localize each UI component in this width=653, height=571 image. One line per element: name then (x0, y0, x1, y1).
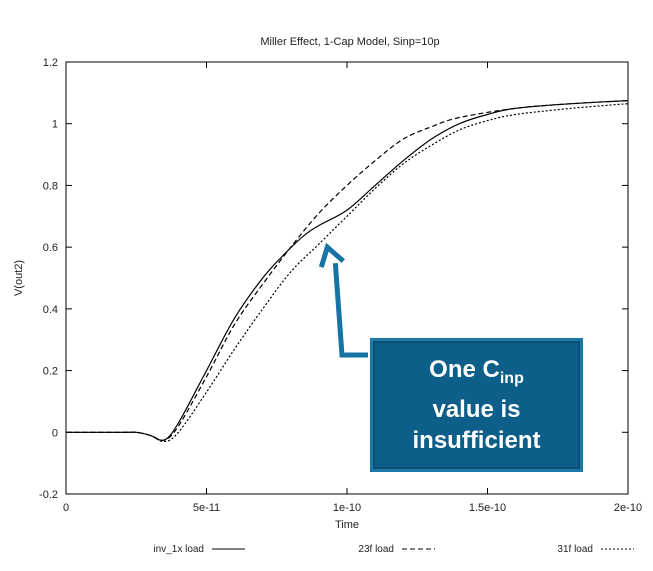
y-tick-label: 1.2 (43, 57, 58, 69)
y-tick-label: 0.2 (43, 366, 58, 378)
arrow-shaft (332, 262, 368, 358)
legend-label: 23f load (358, 544, 394, 555)
callout-line-3: insufficient (412, 426, 541, 454)
y-tick-label: 0.4 (43, 304, 58, 316)
callout-box: One Cinp value is insufficient (370, 338, 583, 472)
callout-line-2: value is (432, 395, 521, 423)
x-tick-label: 1.5e-10 (469, 502, 506, 514)
x-axis-label: Time (335, 519, 359, 531)
callout-arrow (318, 242, 368, 358)
y-tick-label: 0 (52, 427, 58, 439)
chart-title: Miller Effect, 1-Cap Model, Sinp=10p (260, 36, 439, 48)
legend-label: 31f load (557, 544, 593, 555)
callout-line-1: One Cinp (429, 356, 524, 387)
y-tick-label: 0.8 (43, 180, 58, 192)
y-tick-label: -0.2 (39, 489, 58, 501)
x-tick-label: 0 (63, 502, 69, 514)
y-tick-label: 1 (52, 119, 58, 131)
series-lines (66, 100, 629, 443)
x-tick-label: 5e-11 (193, 502, 220, 514)
x-tick-label: 2e-10 (614, 502, 642, 514)
series-line-3 (66, 103, 629, 443)
legend: inv_1x load 23f load 31f load (153, 544, 634, 555)
x-tick-label: 1e-10 (333, 502, 361, 514)
arrow-head (318, 242, 345, 268)
y-tick-label: 0.6 (43, 242, 58, 254)
legend-label: inv_1x load (153, 544, 204, 555)
y-axis-label: V(out2) (13, 260, 25, 296)
